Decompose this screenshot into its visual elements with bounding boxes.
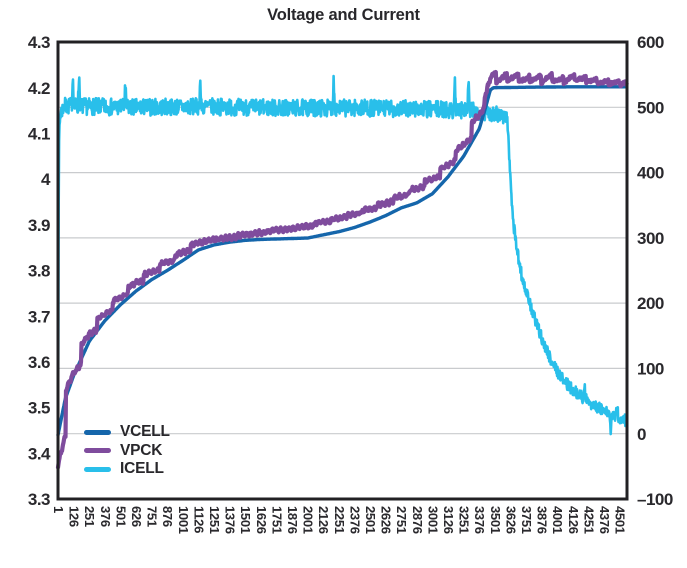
legend-item-vcell: VCELL <box>84 423 170 442</box>
x-tick-label: 251 <box>82 506 97 527</box>
x-tick-label: 1626 <box>254 506 269 534</box>
x-tick-label: 3001 <box>425 506 440 534</box>
x-tick-label: 3626 <box>503 506 518 534</box>
x-tick-label: 1251 <box>207 506 222 534</box>
x-tick-label: 4501 <box>613 506 628 534</box>
x-tick-label: 376 <box>98 506 113 527</box>
y-left-tick-label: 3.7 <box>28 307 50 326</box>
x-tick-label: 3501 <box>488 506 503 534</box>
x-tick-label: 2501 <box>363 506 378 534</box>
x-tick-label: 4376 <box>597 506 612 534</box>
x-tick-label: 3751 <box>519 506 534 534</box>
y-left-tick-label: 4.2 <box>28 79 50 98</box>
series-line-vpck <box>55 69 629 470</box>
y-left-tick-label: 4.3 <box>28 33 50 52</box>
x-tick-label: 1001 <box>176 506 191 534</box>
y-left-tick-label: 3.4 <box>28 444 51 463</box>
x-tick-label: 2376 <box>347 506 362 534</box>
y-left-tick-label: 4.1 <box>28 125 50 144</box>
x-tick-label: 126 <box>67 506 82 527</box>
x-tick-label: 2001 <box>301 506 316 534</box>
legend-swatch-vcell <box>84 429 111 435</box>
legend-label-icell: ICELL <box>120 460 164 478</box>
x-tick-label: 3251 <box>457 506 472 534</box>
x-tick-label: 1 <box>51 506 66 513</box>
legend-label-vpck: VPCK <box>120 441 163 459</box>
y-left-tick-label: 3.5 <box>28 399 50 418</box>
plot-border <box>56 40 629 501</box>
x-tick-label: 1126 <box>191 506 206 533</box>
y-left-tick-label: 3.8 <box>28 262 50 281</box>
y-left-tick-label: 3.6 <box>28 353 50 372</box>
x-tick-label: 2751 <box>394 506 409 534</box>
x-tick-label: 876 <box>160 506 175 527</box>
x-tick-label: 4126 <box>566 506 581 534</box>
x-tick-label: 626 <box>129 506 144 527</box>
x-tick-label: 4251 <box>581 506 596 534</box>
chart-title: Voltage and Current <box>267 6 420 24</box>
y-right-tick-label: 400 <box>637 164 664 183</box>
series-line-vcell <box>56 85 629 437</box>
x-tick-label: 3376 <box>472 506 487 534</box>
x-tick-label: 751 <box>145 506 160 527</box>
x-tick-label: 1751 <box>269 506 284 534</box>
x-tick-label: 4001 <box>550 506 565 534</box>
x-tick-label: 1501 <box>238 506 253 534</box>
x-tick-label: 501 <box>113 506 128 527</box>
y-right-tick-label: 0 <box>637 425 646 444</box>
x-tick-label: 3126 <box>441 506 456 534</box>
x-tick-label: 2626 <box>379 506 394 534</box>
legend-swatch-icell <box>84 466 111 472</box>
x-tick-label: 3876 <box>535 506 550 534</box>
x-tick-label: 2876 <box>410 506 425 534</box>
x-tick-label: 2126 <box>316 506 331 534</box>
legend: VCELL VPCK ICELL <box>84 423 170 479</box>
legend-item-icell: ICELL <box>84 460 170 479</box>
legend-swatch-vpck <box>84 448 111 454</box>
x-tick-label: 2251 <box>332 506 347 534</box>
y-left-tick-label: 3.9 <box>28 216 50 235</box>
y-right-tick-label: –100 <box>637 490 673 509</box>
y-right-tick-label: 600 <box>637 33 664 52</box>
legend-label-vcell: VCELL <box>120 423 170 441</box>
y-right-tick-label: 300 <box>637 229 664 248</box>
series-line-icell <box>56 74 629 440</box>
y-left-tick-label: 3.3 <box>28 490 50 509</box>
y-right-tick-label: 200 <box>637 294 664 313</box>
x-tick-label: 1876 <box>285 506 300 534</box>
y-right-tick-label: 100 <box>637 360 664 379</box>
y-right-tick-label: 500 <box>637 98 664 117</box>
x-tick-label: 1376 <box>223 506 238 534</box>
y-left-tick-label: 4 <box>41 170 51 189</box>
legend-item-vpck: VPCK <box>84 442 170 461</box>
